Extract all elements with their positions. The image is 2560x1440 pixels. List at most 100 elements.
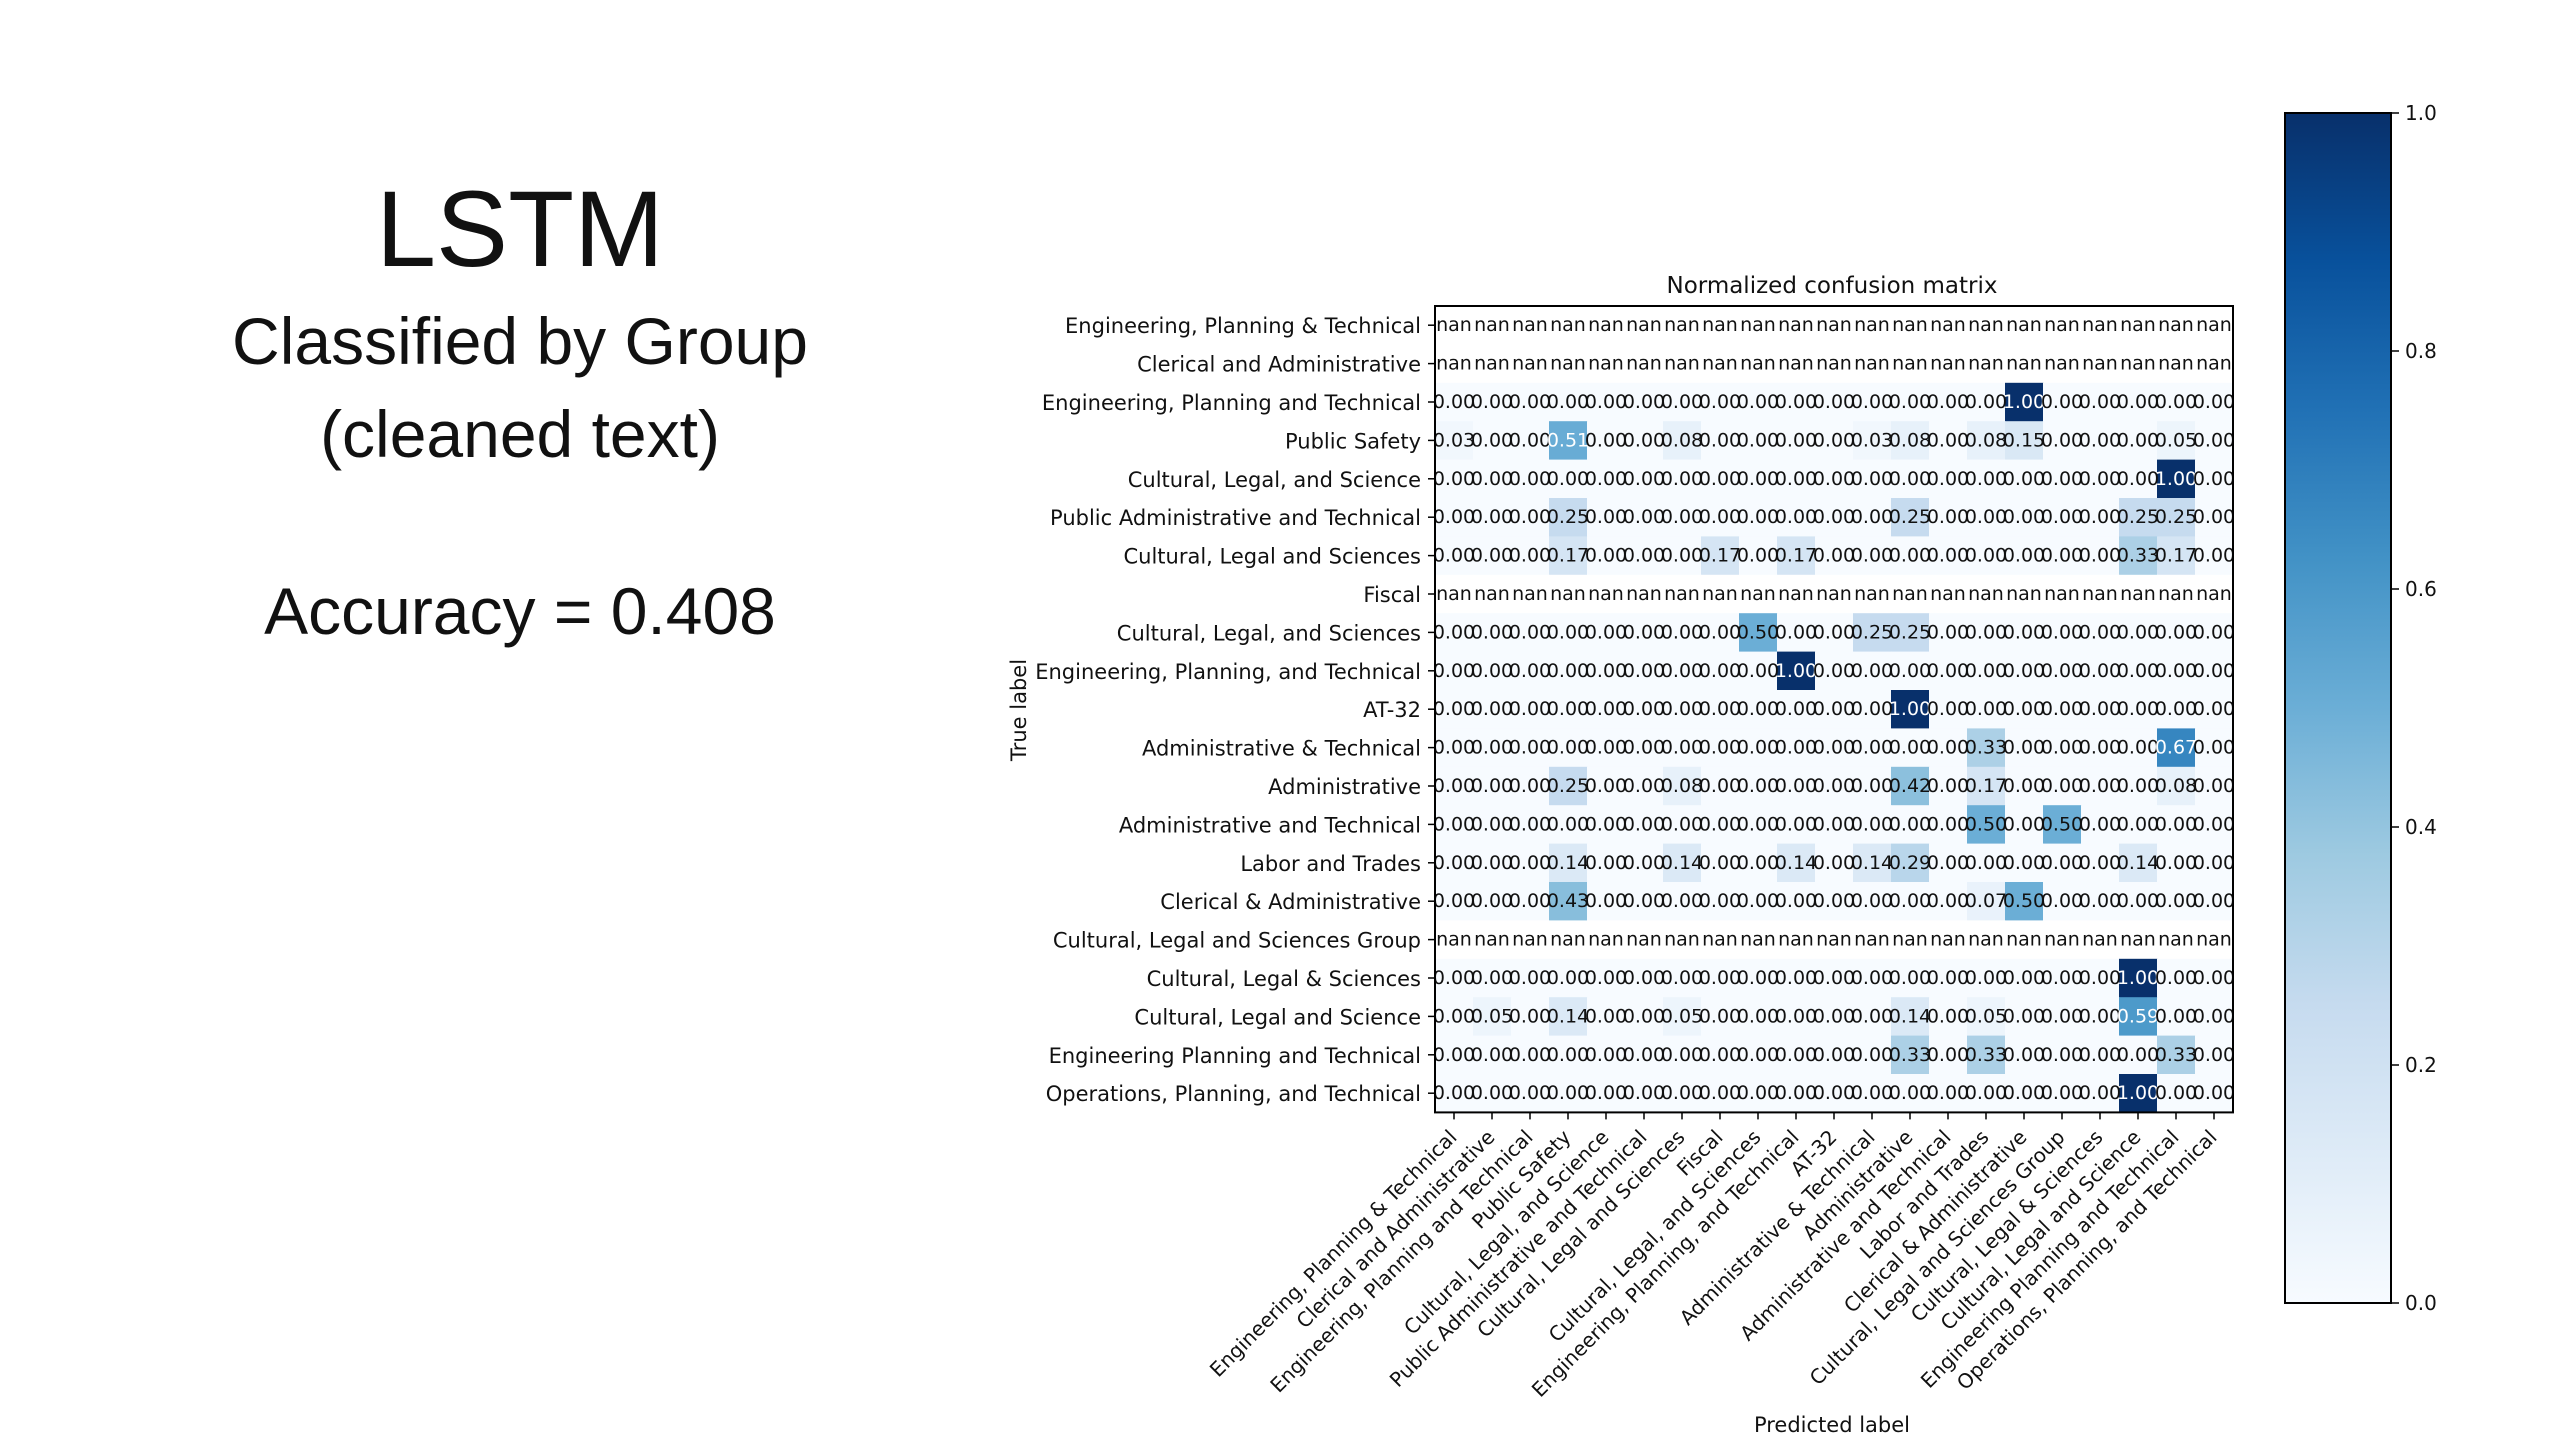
cell-value-label: 0.05 (1965, 1005, 2007, 1027)
cell-value-label: nan (1664, 314, 1700, 336)
cell-value-label: 0.00 (1547, 1044, 1589, 1066)
heatmap-cell (1549, 421, 1588, 461)
heatmap-cells (1435, 306, 2234, 1113)
cell-value-label: 0.00 (2041, 429, 2083, 451)
cell-value-label: 0.00 (2155, 698, 2197, 720)
cell-value-label: 0.00 (1471, 621, 1513, 643)
heatmap-cell (2005, 920, 2044, 960)
cell-value-label: 0.50 (1965, 813, 2007, 835)
heatmap-cell (1587, 766, 1626, 806)
cell-value-label: 0.00 (2193, 391, 2235, 413)
heatmap-cell (2081, 882, 2120, 921)
cell-value-label: 0.00 (1471, 737, 1513, 759)
heatmap-cell (2157, 613, 2196, 653)
cell-value-label: nan (1816, 583, 1852, 605)
heatmap-cell (1663, 766, 1702, 806)
heatmap-cell (2195, 459, 2234, 499)
cell-value-label: 0.00 (2193, 506, 2235, 528)
heatmap-cell (1435, 498, 1474, 537)
y-tick-label: Cultural, Legal and Sciences (1123, 545, 1421, 569)
heatmap-cell (1663, 459, 1702, 499)
cell-value-label: 0.00 (1509, 1044, 1551, 1066)
heatmap-cell (1929, 421, 1968, 461)
heatmap-cell (1929, 920, 1968, 960)
cell-value-label: 0.00 (1775, 813, 1817, 835)
heatmap-cell (1435, 690, 1474, 729)
heatmap-cell (1663, 344, 1702, 384)
heatmap-cell (1739, 613, 1778, 653)
heatmap-cell (2005, 882, 2044, 921)
cell-value-label: 0.00 (1585, 737, 1627, 759)
cell-value-label: 0.00 (1737, 506, 1779, 528)
heatmap-cell (1587, 958, 1626, 998)
heatmap-cell (1663, 690, 1702, 729)
cell-value-label: 0.00 (1927, 967, 1969, 989)
cell-value-label: 0.00 (1471, 813, 1513, 835)
cell-value-label: nan (1930, 314, 1966, 336)
cell-value-label: 0.00 (1737, 698, 1779, 720)
heatmap-cell (1511, 306, 1550, 345)
cell-value-label: 0.00 (1585, 1082, 1627, 1104)
cell-value-label: 0.03 (1433, 429, 1475, 451)
heatmap-cell (2043, 920, 2082, 960)
heatmap-cell (1929, 613, 1968, 653)
heatmap-cell (2043, 344, 2082, 384)
slide-subtitle-line1: Classified by Group (232, 304, 808, 378)
cell-value-label: 0.00 (1509, 813, 1551, 835)
heatmap-cell (1663, 958, 1702, 998)
heatmap-cell (2043, 882, 2082, 921)
heatmap-cell (1473, 651, 1512, 691)
heatmap-cell (2081, 459, 2120, 499)
cell-value-label: 0.00 (1927, 813, 1969, 835)
heatmap-cell (1587, 613, 1626, 653)
cell-value-label: 0.51 (1547, 429, 1589, 451)
heatmap-cell (1929, 651, 1968, 691)
heatmap-cell (2195, 690, 2234, 729)
cell-value-label: 0.00 (1775, 737, 1817, 759)
heatmap-cell (2043, 498, 2082, 537)
heatmap-cell (1967, 344, 2006, 384)
heatmap-cell (1967, 536, 2006, 576)
cell-value-label: 0.00 (2003, 1082, 2045, 1104)
heatmap-cell (1929, 306, 1968, 345)
cell-value-label: 0.00 (1661, 545, 1703, 567)
cell-value-label: 0.17 (1547, 545, 1589, 567)
cell-value-label: 0.00 (1509, 1005, 1551, 1027)
heatmap-cell (2157, 728, 2196, 768)
y-tick-label: Labor and Trades (1240, 852, 1421, 876)
y-tick-label: Cultural, Legal, and Science (1128, 468, 1421, 492)
cell-value-label: nan (1588, 353, 1624, 375)
cell-value-label: 0.00 (2079, 660, 2121, 682)
cell-value-label: 0.00 (1813, 429, 1855, 451)
cell-value-label: 0.00 (1927, 1005, 1969, 1027)
cell-value-label: 0.00 (1509, 660, 1551, 682)
cell-value-label: 0.25 (1547, 775, 1589, 797)
cell-value-label: 0.00 (2117, 468, 2159, 490)
cell-value-label: nan (2120, 929, 2156, 951)
cell-value-label: 0.00 (2155, 813, 2197, 835)
heatmap-cell (2157, 1074, 2196, 1113)
heatmap-cell (1473, 1035, 1512, 1075)
cell-value-label: 0.00 (1623, 890, 1665, 912)
heatmap-cell (2081, 498, 2120, 537)
cell-value-label: 0.00 (1433, 737, 1475, 759)
cell-value-label: 0.00 (2193, 775, 2235, 797)
heatmap-cell (1473, 344, 1512, 384)
heatmap-cell (1891, 536, 1930, 576)
cell-value-label: 0.00 (2117, 391, 2159, 413)
y-tick-label: Cultural, Legal and Science (1134, 1005, 1421, 1029)
heatmap-cell (1663, 498, 1702, 537)
heatmap-cell (1663, 882, 1702, 921)
cell-value-label: 0.00 (2003, 545, 2045, 567)
heatmap-cell (1435, 920, 1474, 960)
cell-value-label: nan (2120, 583, 2156, 605)
heatmap-cell (1587, 1035, 1626, 1075)
cell-value-label: 0.00 (2079, 775, 2121, 797)
heatmap-cell (2043, 651, 2082, 691)
heatmap-cell (1663, 306, 1702, 345)
heatmap-cell (1473, 690, 1512, 729)
heatmap-cell (1549, 690, 1588, 729)
heatmap-cell (1587, 920, 1626, 960)
heatmap-cell (2195, 421, 2234, 461)
